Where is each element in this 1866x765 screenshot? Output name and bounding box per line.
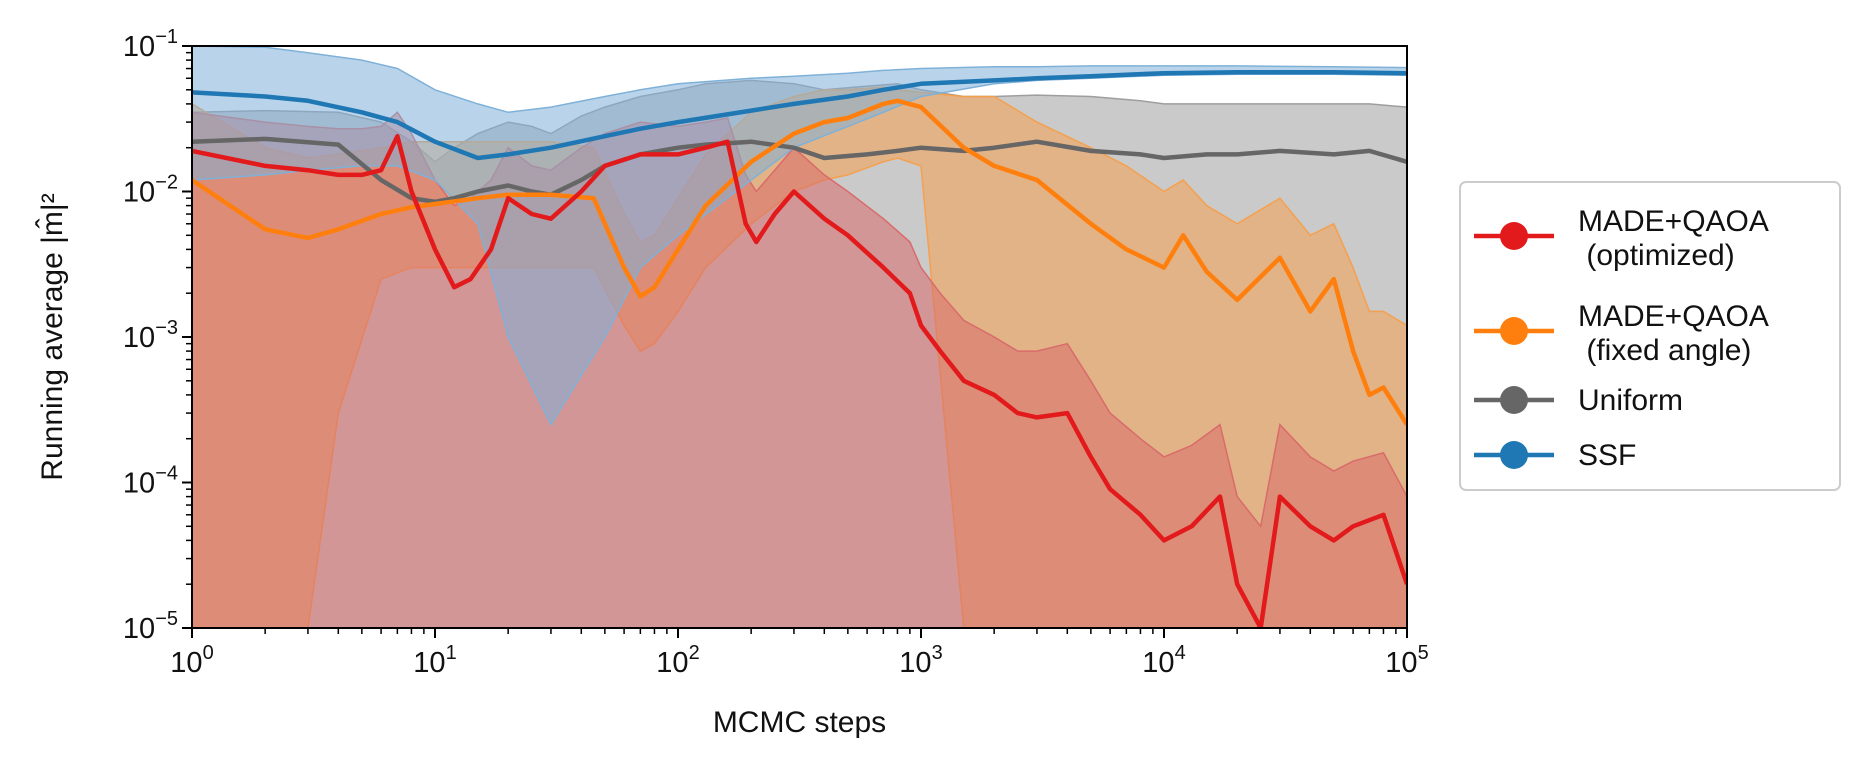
y-tick-label: 10−5 bbox=[123, 608, 178, 645]
x-axis-label: MCMC steps bbox=[713, 706, 886, 739]
line-made-qaoa-optimized bbox=[192, 133, 1407, 628]
legend-item: MADE+QAOA (optimized) bbox=[1474, 205, 1769, 272]
y-tick-label: 10−2 bbox=[123, 172, 178, 209]
line-ssf bbox=[192, 70, 1407, 161]
series-lines bbox=[192, 70, 1407, 628]
band-ssf bbox=[192, 46, 1407, 427]
x-axis-ticks: 100 101 102 103 104 105 bbox=[170, 628, 1429, 679]
y-tick-label: 10−3 bbox=[123, 317, 178, 354]
y-tick-label: 10−4 bbox=[123, 463, 178, 500]
legend-item: Uniform bbox=[1474, 384, 1683, 417]
legend-marker bbox=[1500, 441, 1528, 469]
x-tick-label: 104 bbox=[1142, 642, 1185, 679]
x-tick-label: 103 bbox=[899, 642, 942, 679]
legend: MADE+QAOA (optimized) MADE+QAOA (fixed an… bbox=[1459, 181, 1841, 491]
legend-item: MADE+QAOA (fixed angle) bbox=[1474, 300, 1769, 367]
legend-marker bbox=[1500, 386, 1528, 414]
line-uniform bbox=[192, 136, 1407, 205]
legend-label: MADE+QAOA (fixed angle) bbox=[1578, 300, 1769, 367]
legend-item: SSF bbox=[1474, 439, 1636, 472]
legend-label: SSF bbox=[1578, 439, 1636, 472]
x-tick-label: 105 bbox=[1385, 642, 1428, 679]
legend-label: MADE+QAOA (optimized) bbox=[1578, 205, 1769, 272]
x-tick-label: 101 bbox=[413, 642, 456, 679]
x-tick-label: 100 bbox=[170, 642, 213, 679]
x-tick-label: 102 bbox=[656, 642, 699, 679]
y-tick-label: 10−1 bbox=[123, 26, 178, 63]
legend-marker bbox=[1500, 222, 1528, 250]
line-made-qaoa-fixed-angle bbox=[192, 98, 1407, 426]
y-axis-label: Running average |m̂|² bbox=[36, 193, 69, 480]
y-axis-ticks: 10−5 10−4 10−3 10−2 10−1 bbox=[123, 26, 192, 645]
legend-label: Uniform bbox=[1578, 384, 1683, 417]
legend-box bbox=[1459, 181, 1841, 491]
legend-marker bbox=[1500, 317, 1528, 345]
